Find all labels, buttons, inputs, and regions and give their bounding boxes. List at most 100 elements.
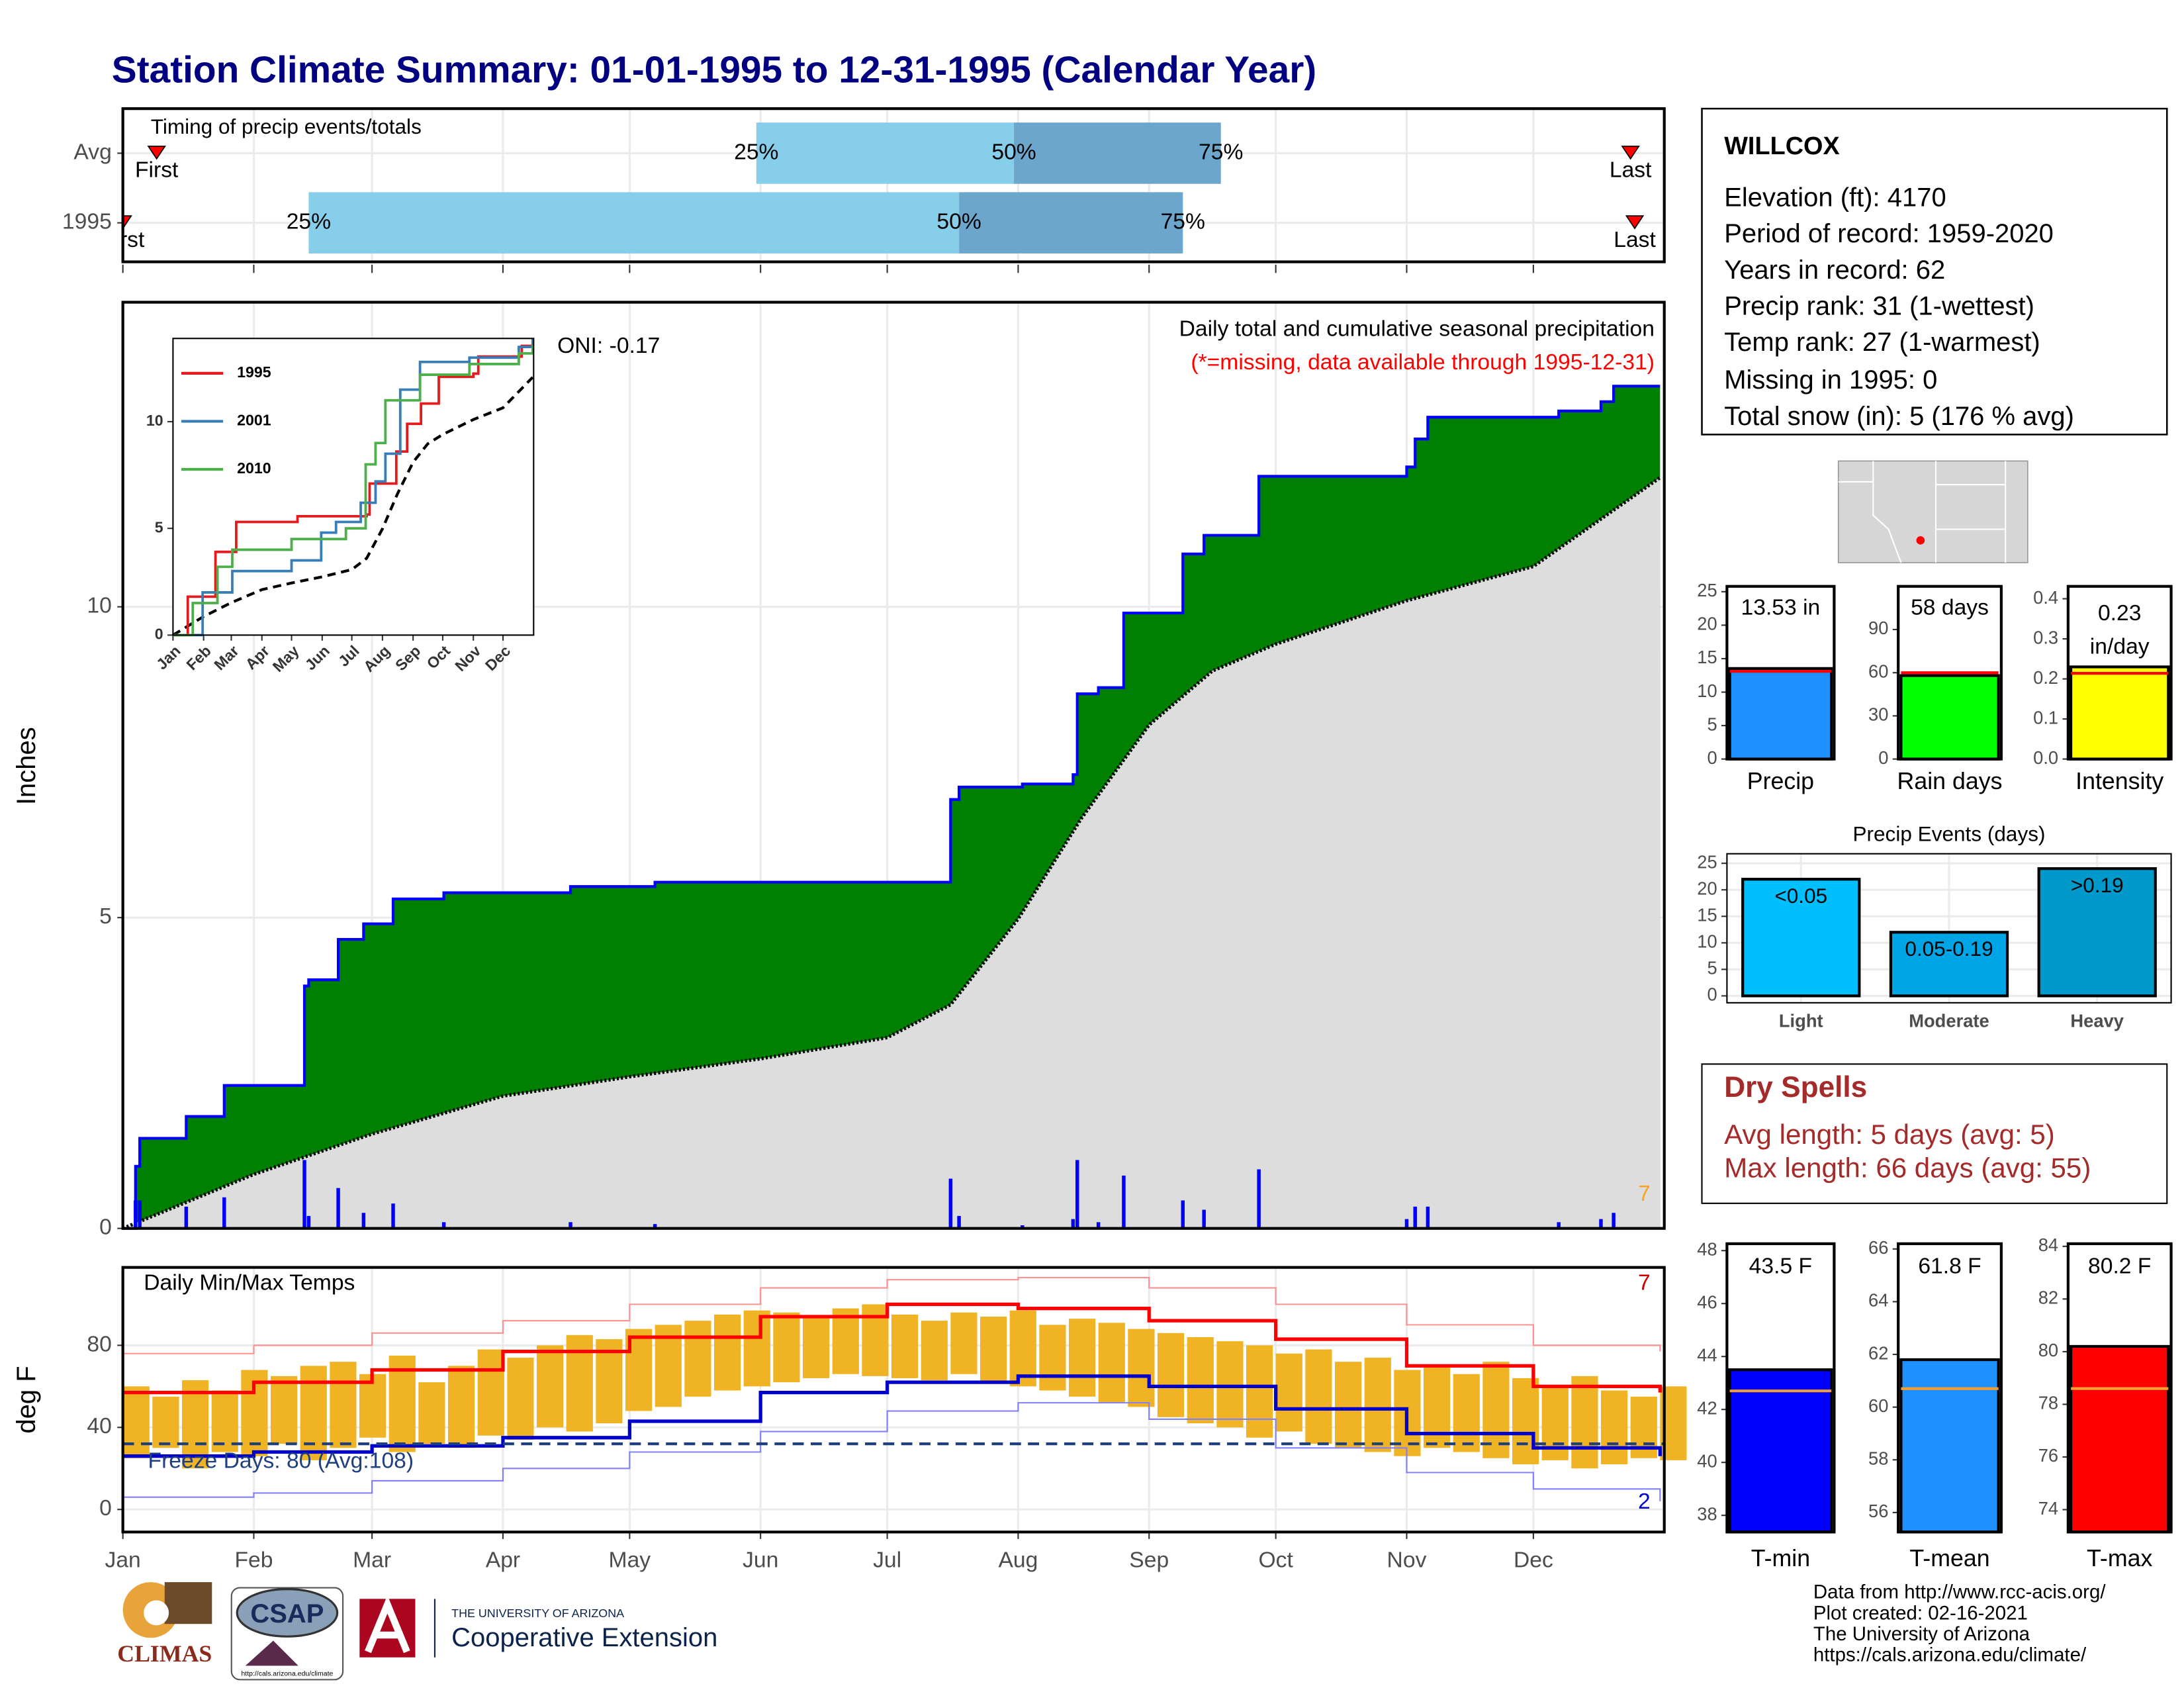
legend-label: 2010 [237,459,271,477]
climas-emblem [144,1600,169,1626]
daily-temp-bar [211,1390,238,1452]
y-tick-label: 10 [1697,680,1717,701]
dry-spells-line: Max length: 66 days (avg: 55) [1724,1152,2091,1183]
daily-temp-bar [1482,1362,1510,1458]
daily-temp-bar [122,1386,150,1458]
gauge-label: T-mean [1909,1545,1989,1571]
climas-emblem [164,1582,212,1624]
x-tick-label: Moderate [1909,1011,1989,1031]
late-segment [1014,122,1221,184]
gauge-label: Precip [1747,768,1814,794]
x-tick-label: May [609,1548,651,1572]
daily-temp-bar [1098,1323,1125,1403]
map-background [1837,460,2028,563]
daily-temp-bar [152,1396,179,1448]
y-tick-label: 64 [1868,1290,1888,1311]
info-line: Missing in 1995: 0 [1724,365,1937,395]
daily-temp-bar [1068,1319,1096,1397]
daily-precip-bar [138,1200,142,1229]
daily-temp-bar [1009,1310,1036,1387]
daily-temp-bar [507,1357,534,1440]
gauge-bar [2069,1344,2170,1534]
panel-border [121,107,1666,263]
footer-line: The University of Arizona [1813,1623,2030,1645]
panel-title: Precip Events (days) [1852,822,2045,846]
inset-background [173,338,534,635]
daily-precip-bar [336,1188,340,1229]
quantile-label: 50% [991,140,1036,164]
timing-marker-label: First [101,228,145,252]
panel-border [1726,853,2172,1004]
daily-precip-bar [1021,1225,1024,1229]
y-tick-label: 0.4 [2033,587,2058,608]
y-tick-label: 78 [2038,1393,2058,1413]
timing-marker [1621,146,1640,160]
y-tick-label: 15 [1697,647,1717,667]
row-label: Avg [73,140,111,164]
daily-temp-bar [1158,1333,1185,1417]
y-tick-label: 90 [1868,618,1888,638]
y-tick-label: 20 [1697,614,1717,634]
y-tick-label: 30 [1868,704,1888,725]
daily-temp-bar [1512,1378,1539,1465]
timing-marker [122,215,132,230]
daily-precip-bar [441,1222,446,1229]
y-tick-label: 10 [146,412,163,429]
y-tick-label: 46 [1697,1291,1717,1312]
gauge-bar [1899,1358,2000,1534]
station-name: WILLCOX [1724,132,1840,160]
y-tick-label: 82 [2038,1288,2058,1308]
y-tick-label: 40 [1697,1450,1717,1471]
daily-temp-bar [1246,1345,1273,1438]
daily-temp-bar [891,1314,919,1378]
y-tick-label: 25 [1697,580,1717,600]
gauge-bar [1728,667,1833,761]
daily-temp-bar [1601,1390,1628,1465]
y-tick-label: 80 [2038,1340,2058,1360]
daily-temp-bar [1424,1366,1451,1448]
gauge-border [1897,585,2003,761]
daily-precip-bar [948,1178,953,1229]
daily-precip-bar [1257,1169,1261,1229]
daily-precip-bar [302,1160,306,1229]
average-line [122,476,1661,1231]
daily-temp-bar [713,1314,741,1391]
csap-cloud [236,1588,339,1638]
early-segment [308,192,960,254]
map-borders [1838,461,2007,563]
daily-temp-bar [1335,1362,1362,1448]
y-tick-label: 0.3 [2033,627,2058,647]
csap-url: http://cals.arizona.edu/climate [241,1670,333,1678]
gauge-value-label: 0.23 in/day [2090,601,2150,659]
x-tick-label: Oct [1258,1548,1293,1572]
info-line: Elevation (ft): 4170 [1724,183,1946,212]
x-tick-label: Mar [353,1548,391,1572]
gauge-bar [2069,665,2170,761]
x-tick-label: Heavy [2070,1011,2124,1031]
info-line: Temp rank: 27 (1-warmest) [1724,328,2040,357]
quantile-label: 50% [936,210,981,234]
y-tick-label: 5 [1707,958,1717,978]
daily-precip-bar [306,1215,311,1229]
y-tick-label: 0.0 [2033,747,2058,768]
daily-precip-bar [1122,1175,1126,1229]
y-tick-label: 0.1 [2033,707,2058,727]
y-tick-label: 66 [1868,1237,1888,1258]
bar [1741,878,1861,998]
series-line [173,338,534,637]
quantile-label: 75% [1199,140,1243,164]
quantile-label: 25% [734,140,778,164]
gauge-bar [1728,1368,1833,1534]
dry-spells-box [1701,1063,2168,1204]
timing-marker [1625,215,1645,230]
y-tick-label: 84 [2038,1235,2058,1255]
x-tick-label: Sep [1129,1548,1169,1572]
daily-temp-bar [1216,1341,1244,1428]
daily-precip-bar [184,1206,189,1229]
x-tick-label: Jan [105,1548,141,1572]
x-tick-label: Apr [486,1548,520,1572]
x-tick-label: Nov [1387,1548,1427,1572]
gauge-value-label: 61.8 F [1918,1254,1981,1278]
